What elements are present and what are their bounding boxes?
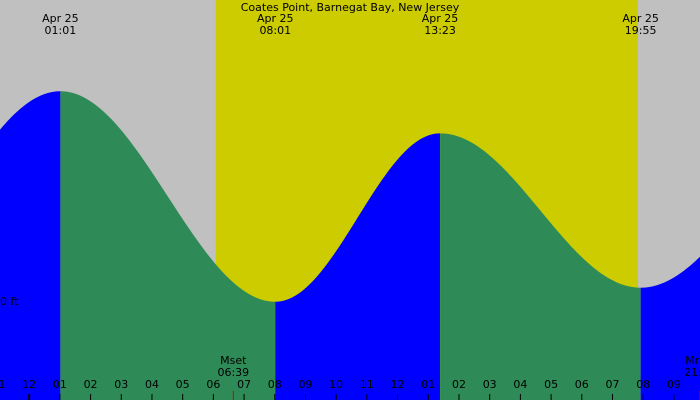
hour-label: 06 [206, 378, 220, 391]
hour-label: 05 [176, 378, 190, 391]
hour-label: 09 [298, 378, 312, 391]
hour-label: 10 [329, 378, 343, 391]
event-date: Apr 25 [257, 12, 294, 25]
hour-label: 07 [237, 378, 251, 391]
hour-label: 05 [544, 378, 558, 391]
event-time: 19:55 [625, 24, 657, 37]
hour-label: 04 [145, 378, 159, 391]
event-date: Apr 25 [422, 12, 459, 25]
hour-label: 02 [84, 378, 98, 391]
event-date: Apr 25 [622, 12, 659, 25]
hour-label: 12 [22, 378, 36, 391]
hour-label: 08 [268, 378, 282, 391]
moon-time: 06:39 [217, 366, 249, 379]
falling-tide [60, 91, 276, 400]
hour-label: 01 [421, 378, 435, 391]
event-time: 13:23 [424, 24, 456, 37]
hour-label: 04 [513, 378, 527, 391]
hour-label: 01 [53, 378, 67, 391]
hour-label: 09 [667, 378, 681, 391]
moon-label: Mset [220, 354, 247, 367]
rising-tide [0, 91, 61, 400]
hour-label: 11 [0, 378, 5, 391]
hour-label: 08 [636, 378, 650, 391]
moon-time: 21:51 [684, 366, 700, 379]
hour-label: 03 [114, 378, 128, 391]
hour-label: 12 [391, 378, 405, 391]
rising-tide [275, 133, 441, 400]
hour-label: 06 [575, 378, 589, 391]
hour-label: 11 [360, 378, 374, 391]
moon-label: Mrise [685, 354, 700, 367]
event-date: Apr 25 [42, 12, 79, 25]
hour-label: 03 [483, 378, 497, 391]
rising-tide [640, 256, 700, 400]
event-time: 08:01 [259, 24, 291, 37]
hour-label: 02 [452, 378, 466, 391]
hour-label: 07 [606, 378, 620, 391]
event-time: 01:01 [45, 24, 77, 37]
title: Coates Point, Barnegat Bay, New Jersey [241, 1, 460, 14]
falling-tide [440, 133, 641, 400]
zero-label: 0 ft [0, 295, 19, 308]
